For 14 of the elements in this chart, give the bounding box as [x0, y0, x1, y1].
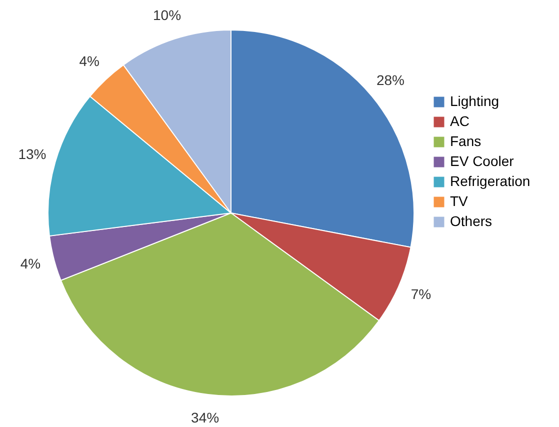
data-label: 4%: [20, 255, 41, 272]
legend-label: TV: [450, 193, 469, 209]
data-label: 7%: [410, 286, 432, 302]
data-label: 34%: [191, 409, 220, 426]
data-label: 10%: [153, 7, 182, 24]
legend-label: EV Cooler: [450, 153, 514, 169]
legend-label: Lighting: [450, 93, 500, 109]
legend-label: Others: [450, 213, 492, 229]
data-label: 4%: [79, 53, 100, 70]
legend-label: Refrigeration: [450, 173, 530, 189]
data-label: 13%: [18, 146, 46, 162]
legend-label: AC: [450, 113, 470, 129]
data-label: 28%: [376, 72, 405, 88]
legend-label: Fans: [450, 133, 482, 149]
